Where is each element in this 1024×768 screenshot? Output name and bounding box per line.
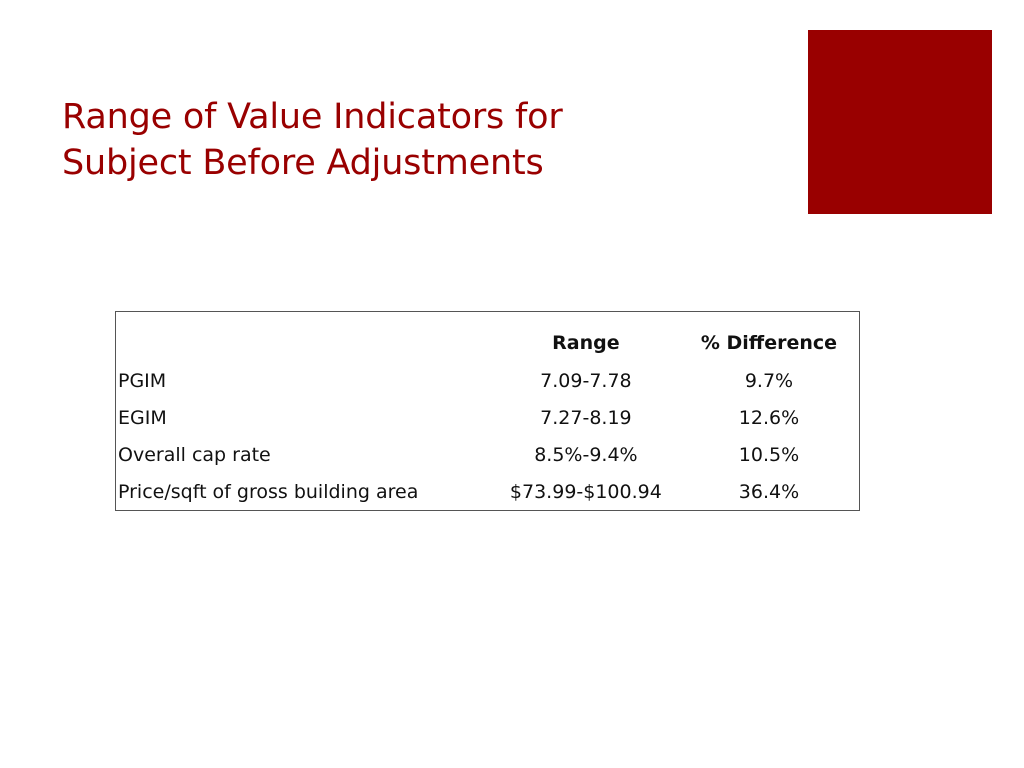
slide-title-line-1: Range of Value Indicators for [62,97,563,137]
row-label: Overall cap rate [118,443,271,466]
row-label: PGIM [118,369,167,392]
slide-title: Range of Value Indicators for Subject Be… [62,94,762,186]
row-difference: 9.7% [744,369,794,392]
header-label [116,312,493,363]
table-header-row: Range % Difference [116,312,860,363]
row-range: 8.5%-9.4% [534,443,638,466]
row-difference: 10.5% [738,443,800,466]
row-range: 7.27-8.19 [540,406,632,429]
row-difference: 36.4% [738,480,800,503]
table-row: PGIM 7.09-7.78 9.7% [116,362,860,399]
row-difference: 12.6% [738,406,800,429]
table-body: PGIM 7.09-7.78 9.7% EGIM 7.27-8.19 12.6%… [116,362,860,511]
row-label: EGIM [118,406,167,429]
table-row: EGIM 7.27-8.19 12.6% [116,399,860,436]
header-difference: % Difference [700,332,838,354]
header-range: Range [552,332,620,354]
row-label: Price/sqft of gross building area [118,480,419,503]
accent-block [808,30,992,214]
slide-title-line-2: Subject Before Adjustments [62,143,544,183]
row-range: 7.09-7.78 [540,369,632,392]
table-header: Range % Difference [116,312,860,363]
table-row: Price/sqft of gross building area $73.99… [116,473,860,511]
value-indicators-table: Range % Difference PGIM 7.09-7.78 9.7% E… [115,311,860,511]
table-row: Overall cap rate 8.5%-9.4% 10.5% [116,436,860,473]
row-range: $73.99-$100.94 [509,480,662,503]
